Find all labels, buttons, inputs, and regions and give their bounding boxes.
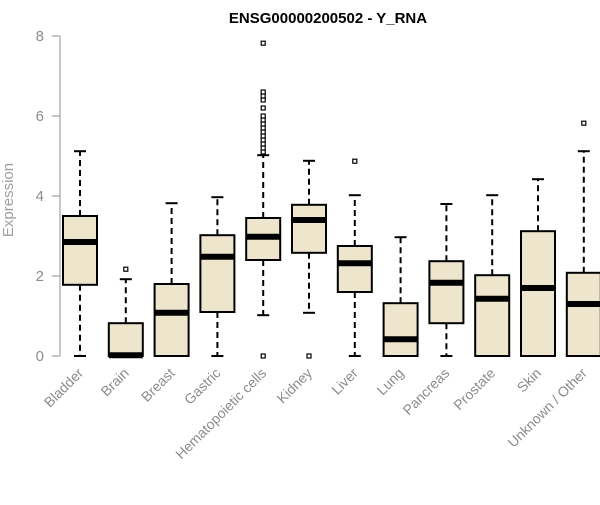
box-unknown-other (565, 120, 600, 357)
outlier-point (260, 137, 266, 143)
box-prostate (474, 194, 511, 358)
box-hematopoietic-cells (245, 40, 282, 359)
outlier-point (260, 133, 266, 139)
box-pancreas (428, 203, 465, 357)
outlier-point (581, 120, 587, 126)
x-category-label: Skin (514, 365, 545, 396)
y-tick-label: 6 (36, 108, 44, 125)
outlier-point (260, 141, 266, 147)
outlier-point (260, 40, 266, 46)
box-breast (153, 202, 190, 357)
x-category-label: Hematopoietic cells (172, 365, 269, 462)
box-lung (382, 236, 419, 358)
outlier-point (260, 129, 266, 135)
iqr-box (336, 245, 373, 293)
x-category-label: Brain (97, 365, 131, 399)
outlier-point (260, 353, 266, 359)
outlier-point (123, 266, 129, 272)
outlier-point (306, 353, 312, 359)
x-category-label: Prostate (450, 365, 498, 413)
boxes-group (62, 40, 600, 359)
box-brain (107, 266, 144, 359)
y-tick-label: 8 (36, 28, 44, 45)
x-category-label: Kidney (274, 365, 316, 407)
iqr-box (107, 322, 144, 358)
y-axis: 0 2 4 6 8 (36, 28, 61, 365)
y-tick-label: 4 (36, 188, 44, 205)
chart-title: ENSG00000200502 - Y_RNA (229, 10, 427, 27)
iqr-box (291, 203, 327, 254)
box-liver (336, 158, 373, 357)
outlier-point (260, 113, 266, 119)
x-category-label: Breast (138, 365, 178, 405)
x-category-label: Lung (373, 365, 406, 398)
y-axis-label: Expression (0, 163, 17, 237)
y-tick-label: 0 (36, 348, 44, 365)
box-bladder (62, 150, 98, 357)
outlier-point (260, 145, 266, 151)
outlier-point (260, 105, 266, 111)
y-tick-label: 2 (36, 268, 44, 285)
iqr-box (565, 271, 600, 357)
outlier-point (352, 158, 358, 164)
x-category-label: Bladder (41, 365, 87, 411)
iqr-box (428, 260, 465, 325)
x-category-label: Liver (328, 365, 361, 398)
x-category-label: Gastric (181, 365, 224, 408)
x-category-label: Pancreas (399, 365, 452, 418)
box-kidney (291, 159, 327, 359)
iqr-box (474, 274, 511, 358)
iqr-box (153, 283, 190, 357)
outlier-point (260, 89, 266, 95)
box-gastric (199, 196, 236, 357)
iqr-box (382, 302, 419, 358)
outlier-point (260, 149, 266, 155)
box-skin (520, 178, 556, 357)
x-category-label: Unknown / Other (504, 365, 590, 451)
iqr-box (520, 230, 556, 357)
iqr-box (62, 215, 98, 286)
iqr-box (199, 234, 236, 313)
